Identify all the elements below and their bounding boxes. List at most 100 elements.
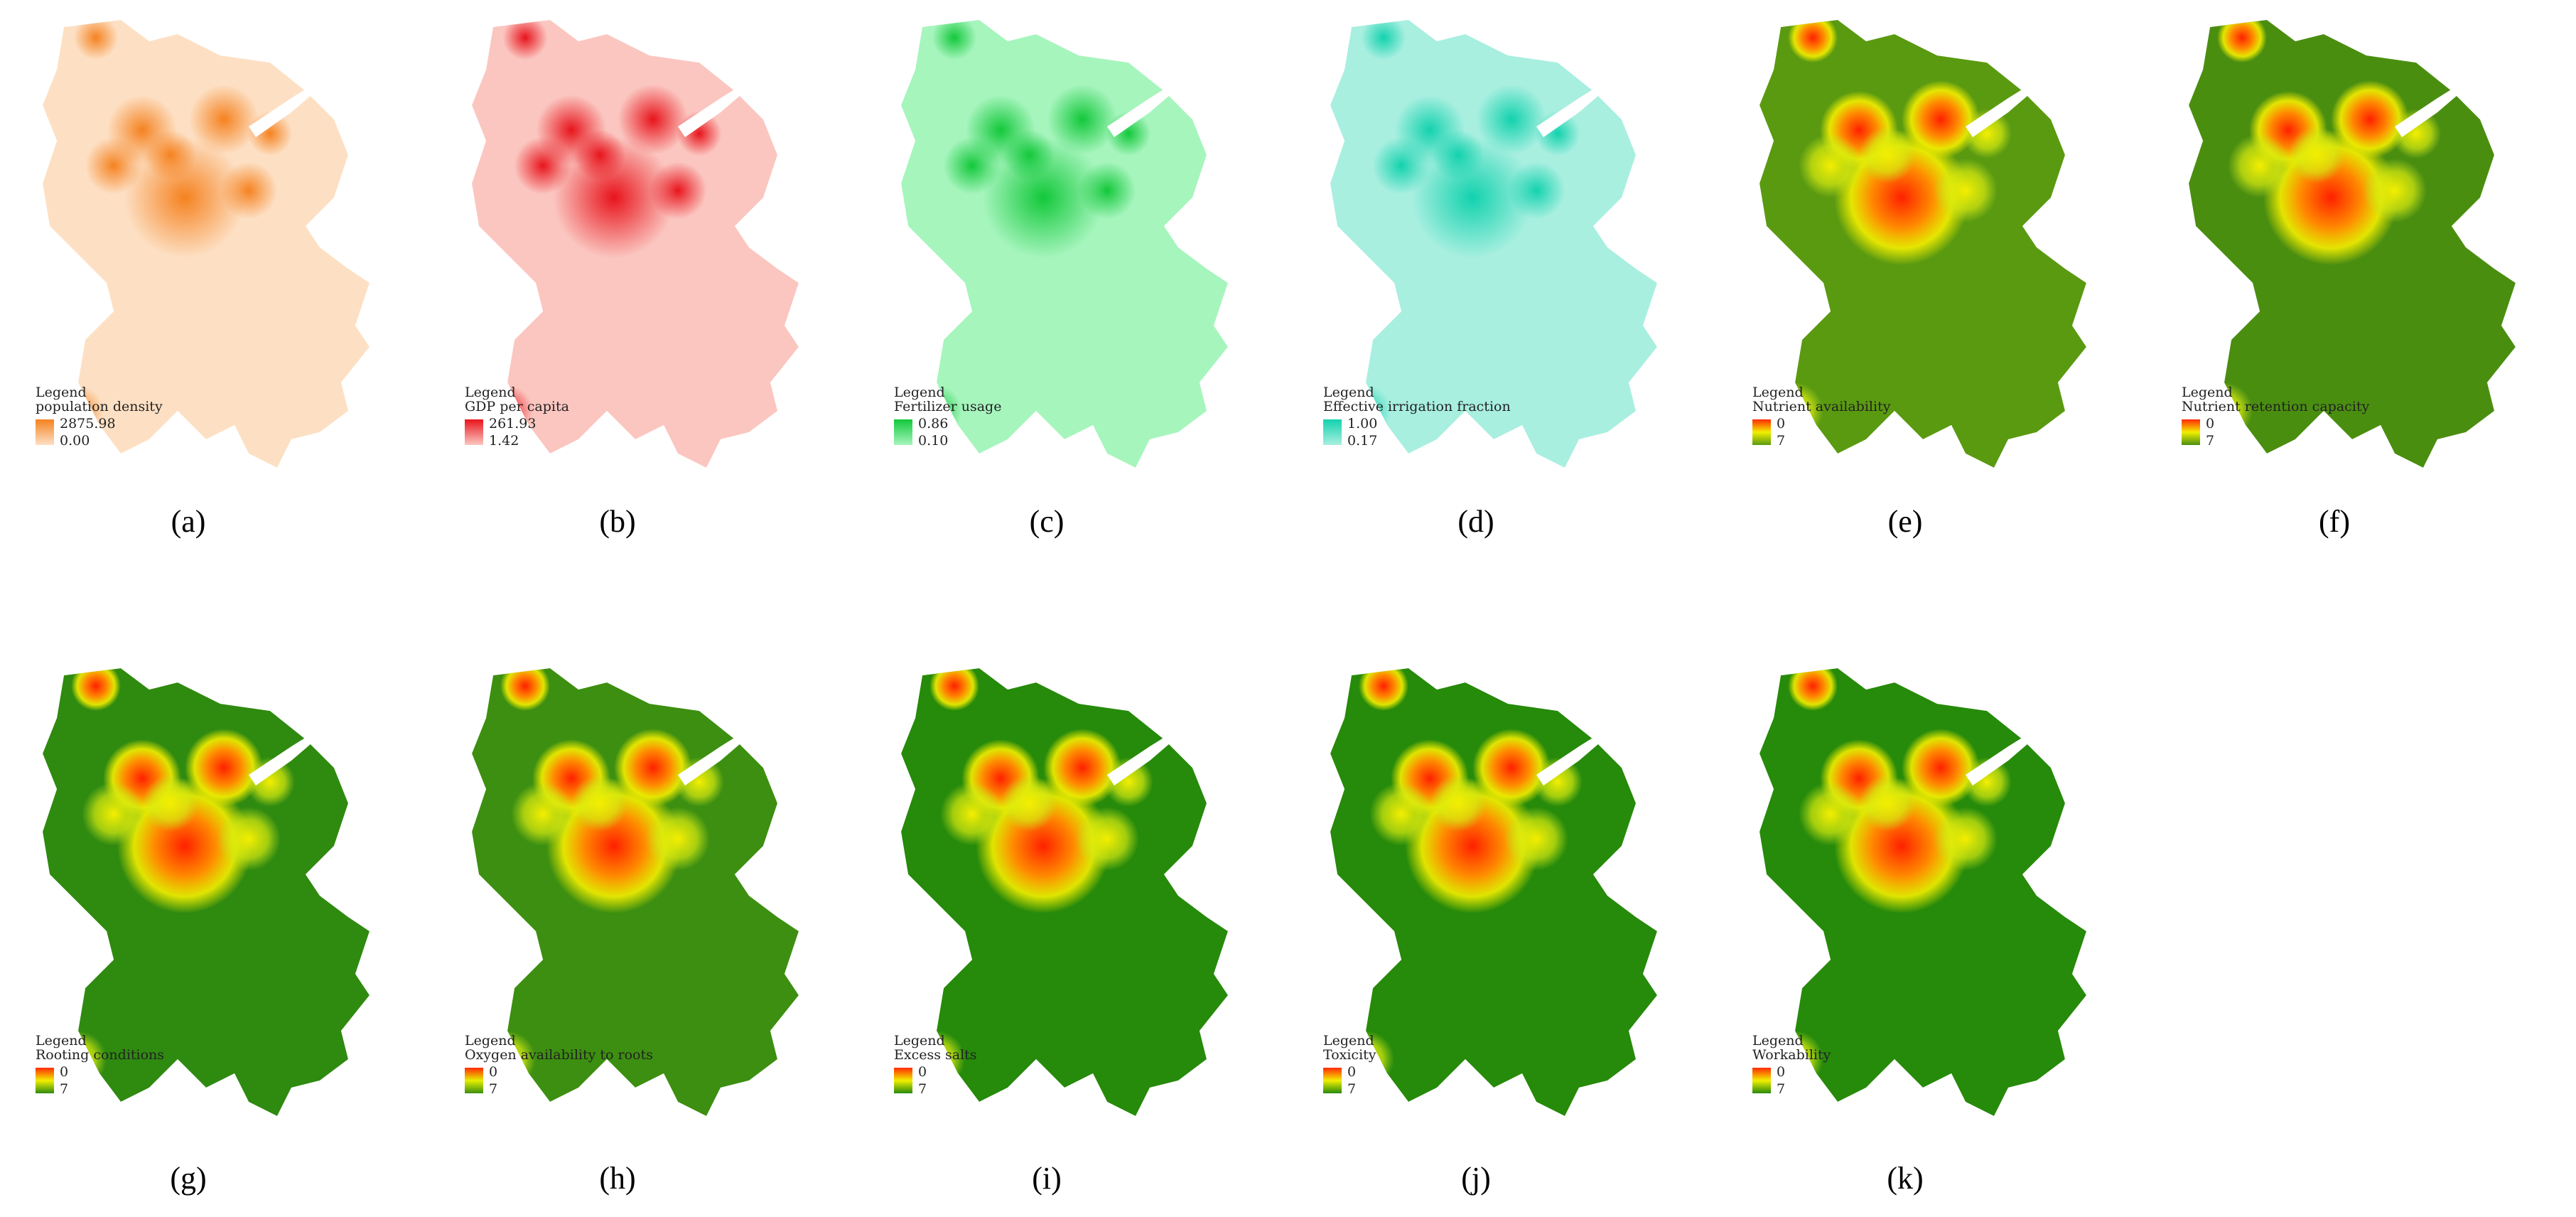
map — [1330, 20, 1657, 468]
hotspot — [1359, 668, 1408, 711]
hotspot — [929, 668, 979, 711]
hotspot — [145, 129, 196, 181]
legend-title: Legend — [465, 1033, 516, 1049]
legend-title: Legend — [1752, 385, 1804, 400]
hotspot — [1934, 807, 1998, 871]
hotspot — [940, 782, 1004, 846]
hotspot — [1788, 20, 1838, 63]
legend-layer: Excess salts — [894, 1047, 977, 1063]
legend-layer: GDP per capita — [465, 399, 569, 414]
legend-top: 0 — [60, 1064, 68, 1080]
legend-layer: Nutrient retention capacity — [2182, 399, 2369, 414]
river — [249, 80, 320, 137]
legend-top: 0 — [918, 1064, 927, 1080]
river — [1966, 80, 2037, 137]
hotspot — [1372, 136, 1430, 195]
legend-swatch — [36, 419, 54, 445]
hotspot — [614, 729, 692, 807]
hotspot — [1504, 807, 1568, 871]
legend-layer: Fertilizer usage — [894, 399, 1001, 414]
hotspot — [511, 782, 575, 846]
legend-title: Legend — [2182, 385, 2233, 400]
map — [901, 20, 1228, 468]
map — [1759, 668, 2086, 1116]
hotspot — [943, 136, 1001, 195]
legend-bottom: 0.00 — [60, 433, 90, 449]
hotspot — [1078, 161, 1136, 220]
legend-bottom: 7 — [1777, 433, 1785, 449]
hotspot — [571, 775, 628, 832]
legend-bottom: 0.10 — [918, 433, 948, 449]
hotspot — [1788, 668, 1838, 711]
hotspot — [2217, 20, 2267, 63]
panel-label: (e) — [1888, 504, 1923, 539]
legend-swatch — [1323, 419, 1342, 445]
hotspot — [1075, 807, 1139, 871]
hotspot — [1799, 134, 1863, 198]
hotspot — [932, 20, 977, 60]
hotspot — [1430, 775, 1487, 832]
hotspot — [1934, 159, 1998, 223]
legend-top: 261.93 — [489, 416, 536, 431]
panel-label: (a) — [171, 504, 206, 539]
legend-layer: Rooting conditions — [36, 1047, 164, 1063]
river — [1966, 729, 2037, 786]
panel-label: (i) — [1032, 1161, 1062, 1196]
river — [678, 729, 749, 786]
panel-label: (d) — [1457, 504, 1494, 539]
hotspot — [1472, 729, 1551, 807]
hotspot — [1507, 161, 1565, 220]
panel-label: (c) — [1030, 504, 1065, 539]
hotspot — [82, 782, 146, 846]
hotspot — [1476, 84, 1547, 155]
river — [249, 729, 320, 786]
map — [472, 20, 799, 468]
hotspot — [188, 84, 259, 155]
hotspot — [1361, 20, 1406, 60]
legend-layer: Workability — [1752, 1047, 1831, 1063]
legend-top: 0 — [1777, 416, 1785, 431]
hotspot — [1043, 729, 1121, 807]
hotspot — [1799, 782, 1863, 846]
legend-bottom: 1.42 — [489, 433, 519, 449]
legend-top: 0 — [1347, 1064, 1356, 1080]
legend-layer: Toxicity — [1323, 1047, 1376, 1063]
river — [678, 80, 749, 137]
legend-swatch — [1752, 1068, 1771, 1093]
legend-title: Legend — [1323, 385, 1374, 400]
panel-label: (h) — [599, 1161, 635, 1196]
legend-swatch — [465, 419, 483, 445]
hotspot — [142, 775, 199, 832]
map — [901, 668, 1228, 1116]
river — [1536, 729, 1607, 786]
hotspot — [1433, 129, 1484, 181]
hotspot — [1902, 729, 1980, 807]
hotspot — [500, 668, 550, 711]
hotspot — [1047, 84, 1118, 155]
panel-label: (k) — [1887, 1161, 1923, 1196]
legend-top: 0 — [1777, 1064, 1785, 1080]
hotspot — [217, 807, 281, 871]
hotspot — [649, 161, 707, 220]
hotspot — [1859, 775, 1916, 832]
legend-bottom: 7 — [918, 1081, 927, 1097]
legend-bottom: 7 — [2206, 433, 2214, 449]
legend-title: Legend — [894, 1033, 945, 1049]
hotspot — [618, 84, 689, 155]
legend-swatch — [1323, 1068, 1342, 1093]
hotspot — [502, 20, 548, 60]
map — [1759, 20, 2086, 468]
legend-layer: Effective irrigation fraction — [1323, 399, 1511, 414]
legend-bottom: 0.17 — [1347, 433, 1377, 449]
river — [2395, 80, 2466, 137]
legend-title: Legend — [465, 385, 516, 400]
legend-swatch — [2182, 419, 2200, 445]
river — [1107, 80, 1178, 137]
legend-title: Legend — [36, 385, 87, 400]
